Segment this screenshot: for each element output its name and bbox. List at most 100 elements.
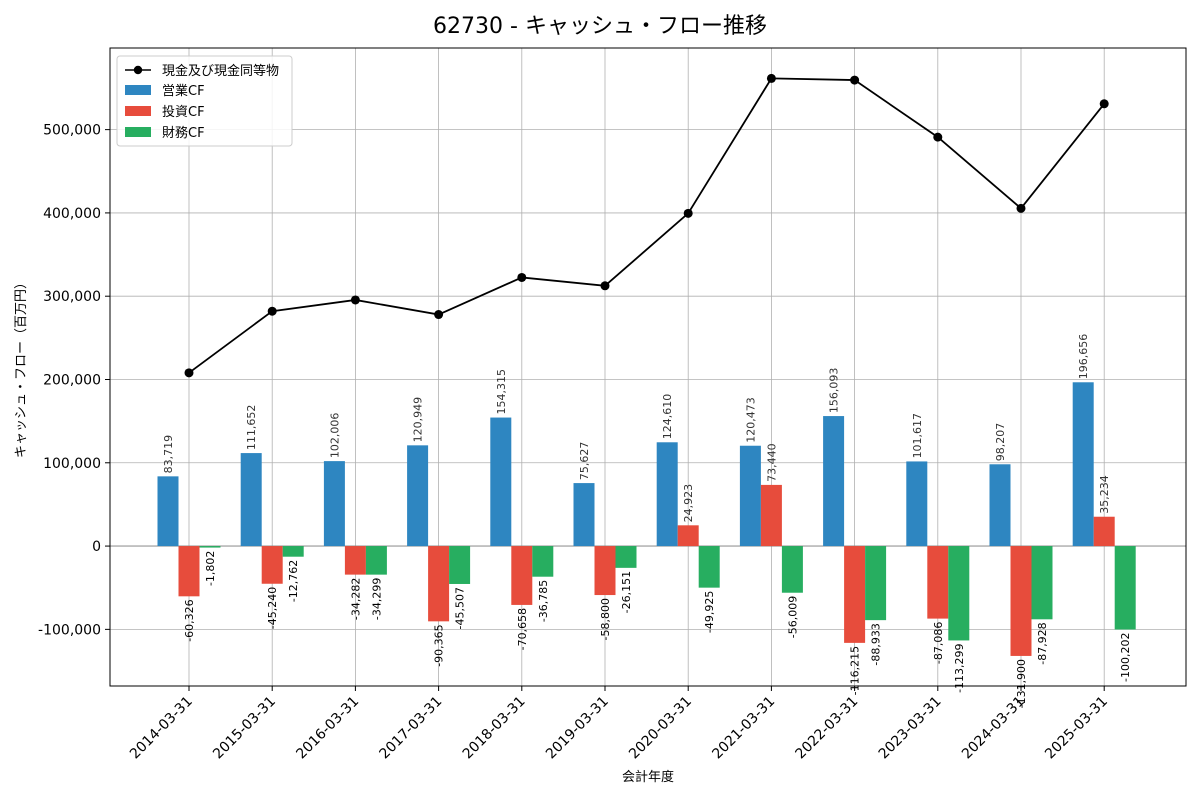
- operating-cf-bar: [989, 464, 1011, 547]
- bar-value-label: -56,009: [786, 596, 799, 638]
- investing-cf-bar: [677, 525, 699, 547]
- bar-value-label: -88,933: [870, 623, 883, 665]
- x-tick-label: 2014-03-31: [127, 694, 196, 763]
- legend-frame: [116, 55, 293, 147]
- investing-cf-bar: [428, 546, 450, 622]
- cash-balance-point: [184, 368, 194, 378]
- bar-value-label: 101,617: [911, 413, 924, 459]
- bar-value-label: 196,656: [1077, 334, 1090, 380]
- financing-cf-bar: [365, 546, 387, 575]
- x-axis-label: 会計年度: [622, 769, 674, 785]
- bar-value-label: 156,093: [828, 368, 841, 414]
- data-labels: 83,719 111,652 102,006 120,949 154,315 75,627…: [162, 334, 1132, 709]
- bar-value-label: -131,900: [1015, 659, 1028, 708]
- y-axis-label: キャッシュ・フロー（百万円）: [14, 276, 29, 458]
- bar-value-label: 124,610: [661, 394, 674, 440]
- cash-balance-point: [683, 208, 693, 218]
- investing-cf-bar: [261, 546, 283, 584]
- x-tick-label: 2024-03-31: [959, 694, 1028, 763]
- legend-label-investing: 投資CF: [162, 104, 205, 120]
- legend-line-marker: [133, 65, 143, 75]
- x-tick-label: 2017-03-31: [377, 694, 446, 763]
- financing-cf-bar: [449, 546, 471, 584]
- legend-label-financing: 財務CF: [162, 126, 205, 141]
- cash-balance-line: [188, 77, 1105, 374]
- bar-value-label: -70,658: [516, 608, 529, 650]
- bar-value-label: 120,473: [744, 397, 757, 443]
- operating-cf-bar: [656, 442, 678, 547]
- y-axis-ticks: -100,000 0 100,000 200,000 300,000 400,000 500…: [38, 123, 110, 638]
- investing-cf-bar: [1093, 516, 1115, 547]
- financing-cf-bar: [1031, 546, 1053, 620]
- bar-value-label: 73,440: [765, 443, 778, 482]
- bar-value-label: 35,234: [1098, 475, 1111, 514]
- bar-value-label: -58,800: [599, 598, 612, 640]
- x-tick-label: 2016-03-31: [293, 694, 362, 763]
- cash-balance-point: [517, 272, 527, 282]
- investing-cf-bar: [511, 546, 533, 605]
- operating-cf-bar: [490, 417, 512, 547]
- bar-value-label: -113,299: [953, 643, 966, 692]
- x-axis-ticks: 2014-03-31 2015-03-31 2016-03-31 2017-03-31…: [127, 686, 1111, 762]
- legend-swatch-financing: [125, 127, 151, 137]
- cash-balance-point: [850, 75, 860, 85]
- investing-cf-bar: [760, 484, 782, 547]
- bar-value-label: 98,207: [994, 423, 1007, 462]
- operating-cf-bar: [407, 445, 429, 547]
- y-tick-label: 200,000: [43, 372, 101, 388]
- operating-cf-bar: [1072, 382, 1094, 547]
- bar-value-label: -49,925: [703, 591, 716, 633]
- bar-value-label: 24,923: [682, 484, 695, 523]
- financing-cf-bar: [698, 546, 720, 588]
- bar-value-label: -100,202: [1119, 633, 1132, 682]
- bar-value-label: 83,719: [162, 435, 175, 474]
- cash-balance-point: [933, 132, 943, 142]
- operating-cf-bar: [573, 483, 595, 547]
- x-tick-label: 2021-03-31: [709, 694, 778, 763]
- bar-value-label: -60,326: [183, 599, 196, 641]
- cash-balance-point: [1016, 203, 1026, 213]
- x-tick-label: 2022-03-31: [793, 694, 862, 763]
- operating-cf-bar: [906, 461, 928, 547]
- y-tick-label: 300,000: [43, 289, 101, 305]
- x-tick-label: 2023-03-31: [876, 694, 945, 763]
- operating-cf-bar: [739, 445, 761, 547]
- bar-value-label: -87,928: [1036, 622, 1049, 664]
- investing-cf-bar: [178, 546, 200, 597]
- investing-cf-bar: [344, 546, 366, 575]
- bar-value-label: -45,507: [454, 587, 467, 629]
- legend-swatch-investing: [125, 106, 151, 116]
- x-tick-label: 2015-03-31: [210, 694, 279, 763]
- operating-cf-bar: [157, 476, 179, 547]
- cash-balance-point: [267, 306, 277, 316]
- bar-value-label: 120,949: [412, 397, 425, 443]
- financing-cf-bar: [948, 546, 970, 641]
- x-tick-label: 2020-03-31: [626, 694, 695, 763]
- financing-cf-bar: [532, 546, 554, 577]
- bar-series: [157, 382, 1136, 656]
- bar-value-label: -45,240: [266, 587, 279, 629]
- financing-cf-bar: [615, 546, 637, 568]
- bar-value-label: 75,627: [578, 442, 591, 481]
- operating-cf-bar: [823, 416, 845, 547]
- legend-swatch-operating: [125, 85, 151, 95]
- financing-cf-bar: [781, 546, 803, 593]
- financing-cf-bar: [282, 546, 304, 557]
- y-tick-label: 0: [92, 539, 101, 555]
- legend-label-cash: 現金及び現金同等物: [162, 63, 279, 79]
- cash-balance-point: [434, 310, 444, 320]
- grid-lines: [110, 48, 1186, 686]
- bar-value-label: -116,215: [849, 646, 862, 695]
- bar-value-label: -1,802: [204, 551, 217, 586]
- operating-cf-bar: [323, 461, 345, 547]
- line-series: [184, 73, 1109, 378]
- y-tick-label: 500,000: [43, 123, 101, 139]
- chart-title: 62730 - キャッシュ・フロー推移: [433, 14, 767, 39]
- x-tick-label: 2018-03-31: [460, 694, 529, 763]
- investing-cf-bar: [844, 546, 866, 643]
- bar-value-label: -26,151: [620, 571, 633, 613]
- bar-value-label: 111,652: [245, 405, 258, 451]
- bar-value-label: 102,006: [328, 413, 341, 459]
